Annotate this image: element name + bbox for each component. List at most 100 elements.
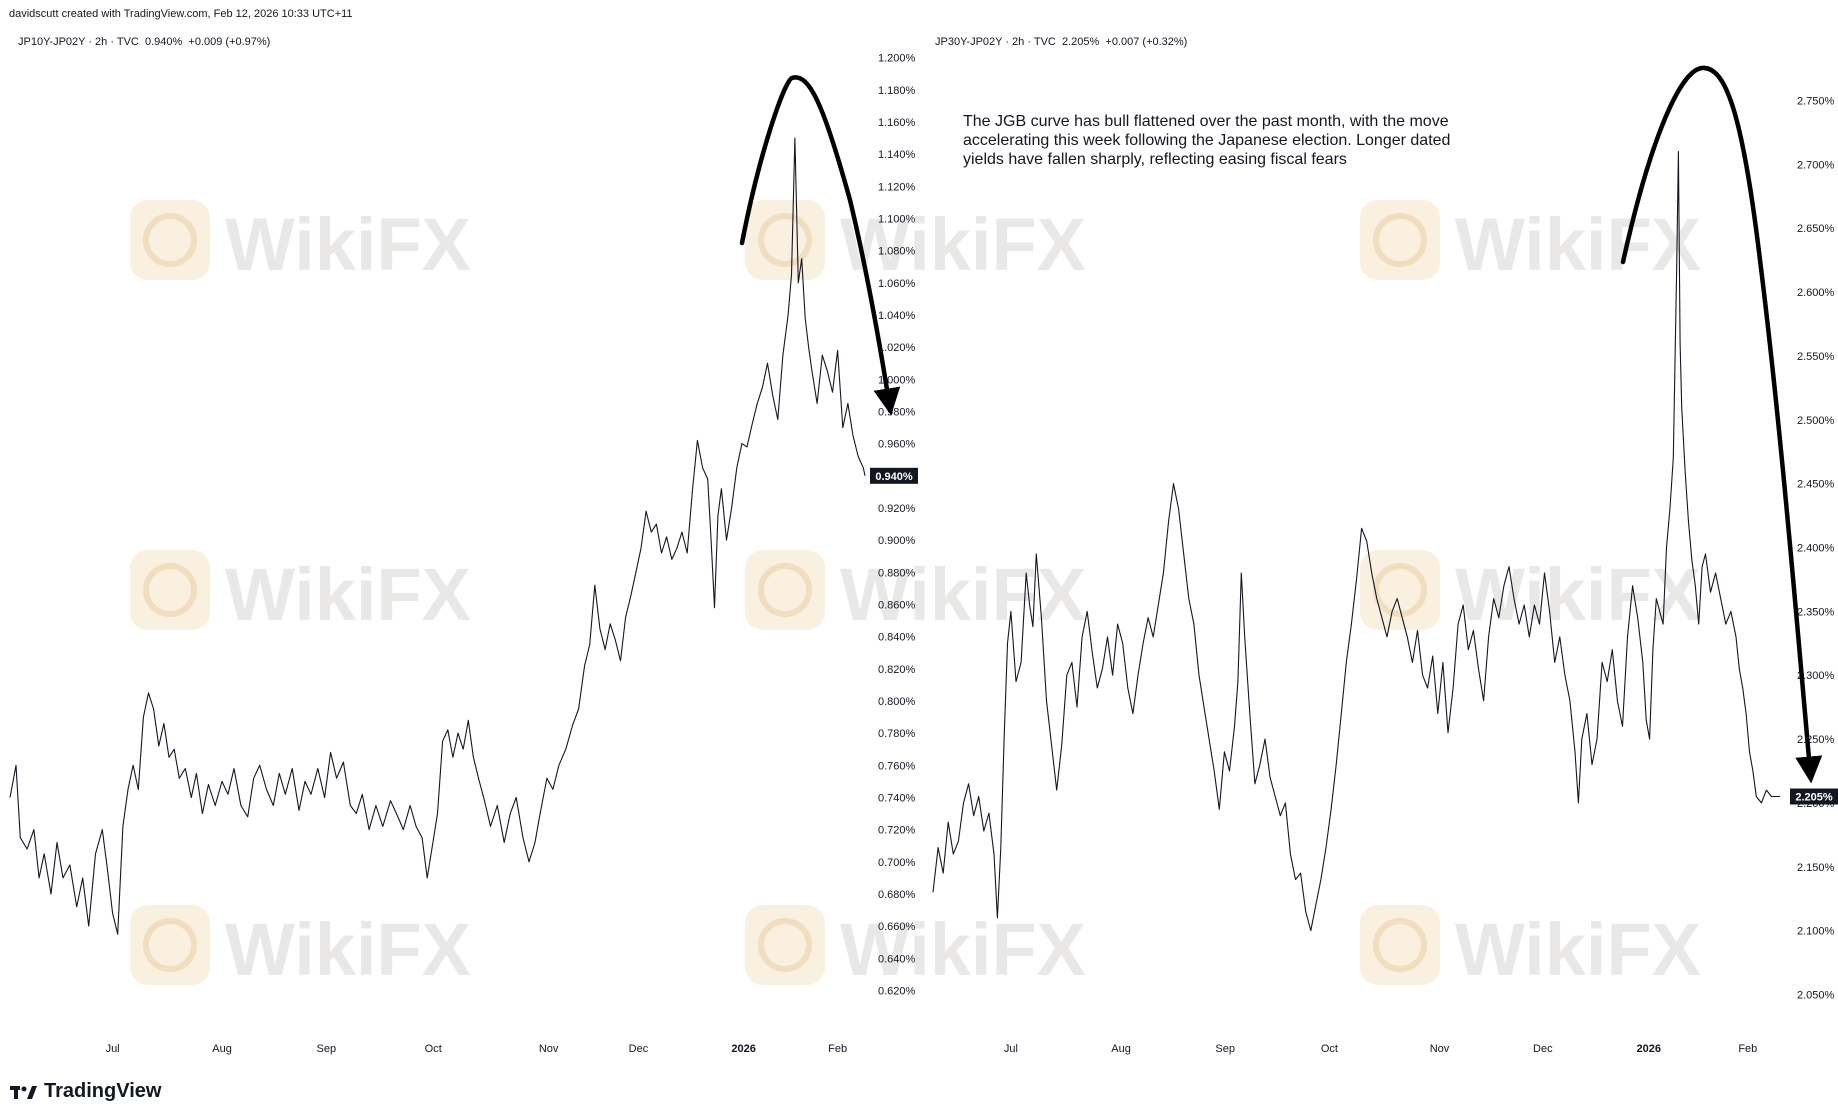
- watermark: WikiFX: [745, 550, 1086, 636]
- trend-arrow-left: [739, 75, 901, 416]
- x-tick-label: Dec: [629, 1043, 649, 1055]
- y-tick-label: 2.650%: [1797, 223, 1835, 235]
- watermark: WikiFX: [1360, 200, 1701, 286]
- trend-arrows: [739, 65, 1823, 784]
- y-tick-label: 2.450%: [1797, 479, 1835, 491]
- y-tick-label: 1.060%: [878, 278, 916, 290]
- y-tick-label: 0.700%: [878, 857, 916, 869]
- chart-annotation: The JGB curve has bull flattened over th…: [963, 113, 1451, 168]
- y-tick-label: 1.100%: [878, 213, 916, 225]
- x-tick-label: Feb: [1738, 1043, 1757, 1055]
- watermark: WikiFX: [130, 905, 471, 991]
- y-tick-label: 1.020%: [878, 342, 916, 354]
- watermark: WikiFX: [130, 200, 471, 286]
- y-tick-label: 0.680%: [878, 889, 916, 901]
- y-tick-label: 0.780%: [878, 728, 916, 740]
- y-tick-label: 2.550%: [1797, 351, 1835, 363]
- y-tick-label: 2.100%: [1797, 926, 1835, 938]
- watermark-text: WikiFX: [1455, 553, 1701, 636]
- x-tick-label: Aug: [212, 1043, 232, 1055]
- x-tick-label: 2026: [731, 1043, 755, 1055]
- watermark-text: WikiFX: [840, 908, 1086, 991]
- x-tick-label: Feb: [828, 1043, 847, 1055]
- y-tick-label: 1.120%: [878, 181, 916, 193]
- y-tick-label: 2.700%: [1797, 159, 1835, 171]
- last-price-label: 0.940%: [875, 471, 913, 483]
- watermark-layer: WikiFX WikiFX WikiFX WikiFX WikiFX WikiFX Wiki…: [130, 200, 1701, 991]
- y-tick-label: 0.920%: [878, 503, 916, 515]
- chart-left[interactable]: 0.620% 0.640% 0.660% 0.680% 0.700% 0.720% 0.74…: [9, 53, 918, 1055]
- y-tick-label: 0.640%: [878, 953, 916, 965]
- y-tick-label: 0.980%: [878, 406, 916, 418]
- symbol-label-right[interactable]: JP30Y-JP02Y · 2h · TVC 2.205% +0.007 (+0…: [935, 36, 1188, 48]
- x-tick-label: Dec: [1533, 1043, 1553, 1055]
- y-tick-label: 2.350%: [1797, 606, 1835, 618]
- series-line[interactable]: [932, 151, 1780, 932]
- watermark: WikiFX: [1360, 550, 1701, 636]
- watermark-text: WikiFX: [225, 553, 471, 636]
- watermark: WikiFX: [1360, 905, 1701, 991]
- tradingview-logo-icon: [10, 1085, 37, 1099]
- watermark-text: WikiFX: [225, 908, 471, 991]
- y-tick-label: 0.800%: [878, 696, 916, 708]
- x-tick-label: Aug: [1111, 1043, 1131, 1055]
- x-tick-label: Oct: [1321, 1043, 1338, 1055]
- y-tick-label: 0.660%: [878, 921, 916, 933]
- watermark-text: WikiFX: [1455, 908, 1701, 991]
- symbol-label-left[interactable]: JP10Y-JP02Y · 2h · TVC 0.940% +0.009 (+0…: [18, 36, 271, 48]
- wikifx-logo-icon: [745, 200, 825, 280]
- x-tick-label: Nov: [539, 1043, 559, 1055]
- x-tick-label: Jul: [106, 1043, 120, 1055]
- y-tick-label: 0.740%: [878, 792, 916, 804]
- y-tick-label: 2.250%: [1797, 734, 1835, 746]
- y-tick-label: 0.960%: [878, 439, 916, 451]
- series-line[interactable]: [9, 137, 866, 935]
- y-tick-label: 2.150%: [1797, 862, 1835, 874]
- y-tick-label: 0.760%: [878, 760, 916, 772]
- x-tick-label: Jul: [1004, 1043, 1018, 1055]
- watermark-text: WikiFX: [840, 203, 1086, 286]
- y-tick-label: 0.900%: [878, 535, 916, 547]
- watermark: WikiFX: [745, 905, 1086, 991]
- creator-caption: davidscutt created with TradingView.com,…: [9, 8, 353, 20]
- y-tick-label: 1.040%: [878, 310, 916, 322]
- y-tick-label: 0.620%: [878, 985, 916, 997]
- watermark: WikiFX: [130, 550, 471, 636]
- y-tick-label: 1.200%: [878, 53, 916, 65]
- wikifx-logo-icon: [1360, 550, 1440, 630]
- wikifx-logo-icon: [1360, 200, 1440, 280]
- y-tick-label: 1.140%: [878, 149, 916, 161]
- chart-right[interactable]: 2.050%2.100%2.150%2.200%2.250%2.300%2.35…: [932, 96, 1838, 1055]
- y-tick-label: 2.400%: [1797, 543, 1835, 555]
- watermark-text: WikiFX: [840, 553, 1086, 636]
- y-tick-label: 0.720%: [878, 825, 916, 837]
- y-tick-label: 0.820%: [878, 664, 916, 676]
- brand-name: TradingView: [44, 1080, 162, 1102]
- y-tick-label: 2.300%: [1797, 670, 1835, 682]
- x-tick-label: Sep: [1215, 1043, 1235, 1055]
- y-tick-label: 1.180%: [878, 85, 916, 97]
- x-tick-label: 2026: [1636, 1043, 1660, 1055]
- x-tick-label: Oct: [425, 1043, 442, 1055]
- wikifx-logo-icon: [130, 905, 210, 985]
- y-tick-label: 1.080%: [878, 246, 916, 258]
- y-tick-label: 2.600%: [1797, 287, 1835, 299]
- y-tick-label: 0.880%: [878, 567, 916, 579]
- y-tick-label: 0.840%: [878, 632, 916, 644]
- watermark-text: WikiFX: [225, 203, 471, 286]
- last-price-tag: 0.940%: [870, 467, 918, 484]
- tradingview-brand[interactable]: TradingView: [10, 1080, 161, 1103]
- y-tick-label: 2.500%: [1797, 415, 1835, 427]
- wikifx-logo-icon: [130, 200, 210, 280]
- y-tick-label: 0.860%: [878, 599, 916, 611]
- watermark-text: WikiFX: [1455, 203, 1701, 286]
- last-price-label: 2.205%: [1795, 792, 1833, 804]
- y-tick-label: 1.160%: [878, 117, 916, 129]
- trend-arrow-right: [1620, 65, 1823, 784]
- wikifx-logo-icon: [1360, 905, 1440, 985]
- wikifx-logo-icon: [745, 905, 825, 985]
- wikifx-logo-icon: [745, 550, 825, 630]
- x-tick-label: Nov: [1430, 1043, 1450, 1055]
- watermark: WikiFX: [745, 200, 1086, 286]
